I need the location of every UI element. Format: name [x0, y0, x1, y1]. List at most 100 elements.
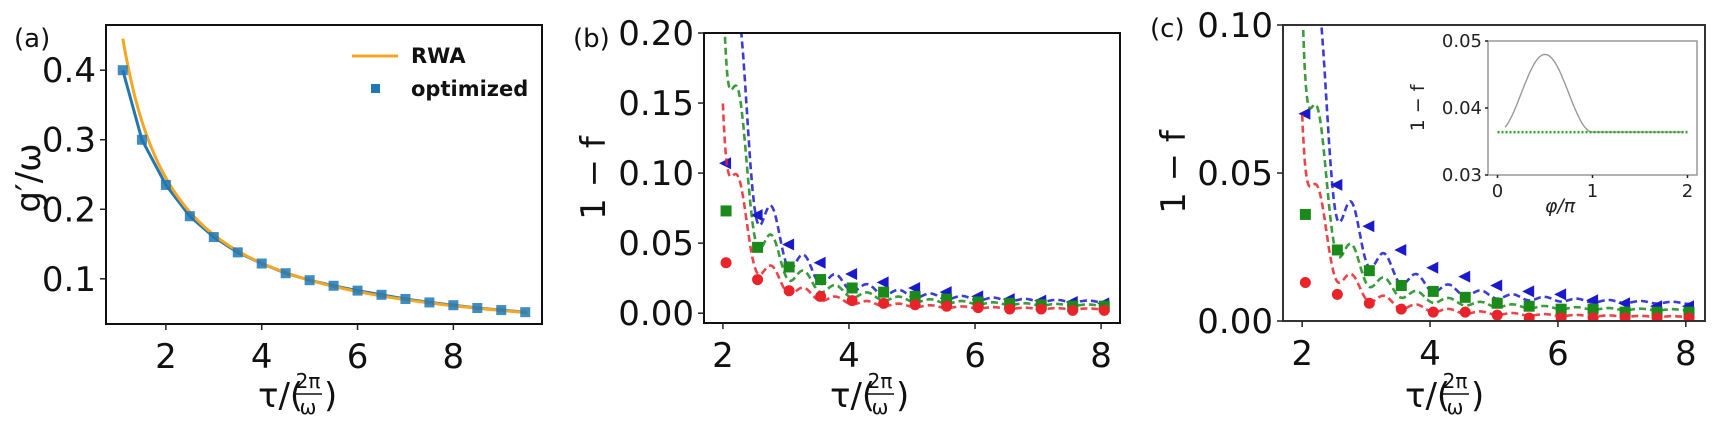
optimized-marker — [496, 305, 507, 316]
square-marker — [1395, 279, 1407, 291]
svg-text:τ/(: τ/( — [830, 376, 875, 416]
square-marker — [1331, 244, 1343, 256]
triangle-marker — [1522, 285, 1535, 298]
x-tick-label: 4 — [1419, 334, 1441, 374]
square-marker — [815, 274, 827, 286]
circle-marker — [1067, 304, 1079, 316]
optimized-marker — [352, 285, 363, 296]
circle-marker — [1363, 297, 1375, 309]
panel-c-inset: 0 1 2 0.03 0.04 0.05 1 − f φ/π — [1407, 31, 1698, 217]
x-tick-label: 8 — [1675, 334, 1697, 374]
svg-text:2π: 2π — [1443, 369, 1468, 393]
optimized-marker — [400, 293, 411, 304]
circle-marker — [1098, 304, 1110, 316]
circle-marker — [1619, 312, 1631, 321]
legend-rwa-label: RWA — [411, 44, 466, 68]
square-marker — [1555, 303, 1567, 315]
triangle-marker — [1298, 107, 1311, 120]
triangle-marker — [750, 209, 763, 222]
x-tick-label: 8 — [443, 337, 465, 377]
circle-marker — [1004, 303, 1016, 315]
panel-a-ticks: 2 4 6 8 0.1 0.2 0.3 0.4 — [42, 51, 464, 377]
panel-b-data — [719, 33, 1110, 316]
panel-label-b: (b) — [573, 24, 610, 54]
circle-marker — [1651, 312, 1663, 321]
series-dashed-line — [721, 103, 1105, 311]
y-tick-label: 0.10 — [1197, 6, 1273, 46]
x-tick-label: 2 — [1682, 181, 1693, 202]
square-marker — [1004, 297, 1016, 309]
y-tick-label: 0.4 — [42, 51, 96, 91]
svg-text:ω: ω — [872, 395, 889, 419]
x-tick-label: 2 — [1291, 334, 1313, 374]
circle-marker — [1683, 312, 1695, 321]
triangle-marker — [1458, 270, 1471, 283]
inset-ylabel: 1 − f — [1407, 83, 1429, 131]
optimized-marker — [160, 179, 171, 190]
circle-marker — [1395, 303, 1407, 315]
x-tick-label: 6 — [1547, 334, 1569, 374]
circle-marker — [1035, 303, 1047, 315]
panel-b-xlabel: τ/( 2π ω ) — [830, 369, 909, 419]
panel-a-plot: 2 4 6 8 0.1 0.2 0.3 0.4 RWA optimized g′/ω τ/( … — [9, 24, 543, 419]
triangle-marker — [719, 157, 732, 170]
svg-text:2π: 2π — [296, 369, 321, 393]
circle-marker — [815, 290, 827, 302]
circle-marker — [1427, 306, 1439, 318]
circle-marker — [1491, 309, 1503, 321]
circle-marker — [1331, 288, 1343, 300]
x-tick-label: 1 — [1587, 181, 1598, 202]
square-marker — [972, 296, 984, 308]
optimized-marker — [376, 289, 387, 300]
svg-text:2π: 2π — [868, 369, 893, 393]
svg-text:): ) — [896, 376, 909, 416]
y-tick-label: 0.20 — [618, 14, 694, 54]
svg-text:ω: ω — [300, 395, 317, 419]
square-marker — [878, 286, 890, 298]
panel-a-legend: RWA optimized — [352, 44, 528, 101]
panel-c-plot: 2 4 6 8 0.00 0.05 0.10 1 − f τ/( 2π ω ) 0 1 2 0.0… — [1154, 6, 1706, 419]
triangle-marker — [813, 256, 826, 269]
panel-a-frame — [105, 24, 543, 325]
panel-b-ylabel: 1 − f — [574, 135, 614, 220]
y-tick-label: 0.05 — [1442, 31, 1482, 52]
panel-a-data — [117, 38, 531, 318]
panel-b-plot: 2 4 6 8 0.00 0.05 0.10 0.15 0.20 1 − f τ/( 2π ω … — [574, 14, 1121, 419]
panel-b-frame — [703, 32, 1121, 324]
svg-text:): ) — [1471, 376, 1484, 416]
circle-marker — [783, 285, 795, 297]
circle-marker — [972, 302, 984, 314]
y-tick-label: 0.15 — [618, 84, 694, 124]
panel-c-data — [1298, 25, 1695, 321]
x-tick-label: 6 — [347, 337, 369, 377]
triangle-marker — [1618, 297, 1631, 310]
square-marker — [1491, 297, 1503, 309]
triangle-marker — [1554, 288, 1567, 301]
y-tick-label: 0.00 — [1197, 302, 1273, 342]
legend-optimized-label: optimized — [411, 77, 528, 101]
svg-text:τ/(: τ/( — [1405, 376, 1450, 416]
square-marker — [1523, 300, 1535, 312]
y-tick-label: 0.00 — [618, 294, 694, 334]
optimized-marker — [448, 300, 459, 311]
square-marker — [1459, 291, 1471, 303]
panel-b-ticks: 2 4 6 8 0.00 0.05 0.10 0.15 0.20 — [618, 14, 1112, 376]
y-tick-label: 0.04 — [1442, 98, 1482, 119]
svg-text:ω: ω — [1447, 395, 1464, 419]
triangle-marker — [1490, 279, 1503, 292]
y-tick-label: 0.03 — [1442, 165, 1482, 186]
y-tick-label: 0.05 — [1197, 154, 1273, 194]
x-tick-label: 6 — [964, 336, 986, 376]
inset-frame — [1487, 40, 1698, 176]
optimized-marker — [136, 134, 147, 145]
panel-c-xlabel: τ/( 2π ω ) — [1405, 369, 1484, 419]
optimized-line — [121, 69, 526, 314]
panel-label-a: (a) — [14, 24, 50, 54]
optimized-marker — [472, 303, 483, 314]
optimized-marker — [256, 258, 267, 269]
triangle-marker — [782, 238, 795, 251]
triangle-marker — [1586, 294, 1599, 307]
optimized-marker — [280, 268, 291, 279]
square-marker — [1363, 265, 1375, 277]
series-dashed-line — [740, 33, 1105, 304]
